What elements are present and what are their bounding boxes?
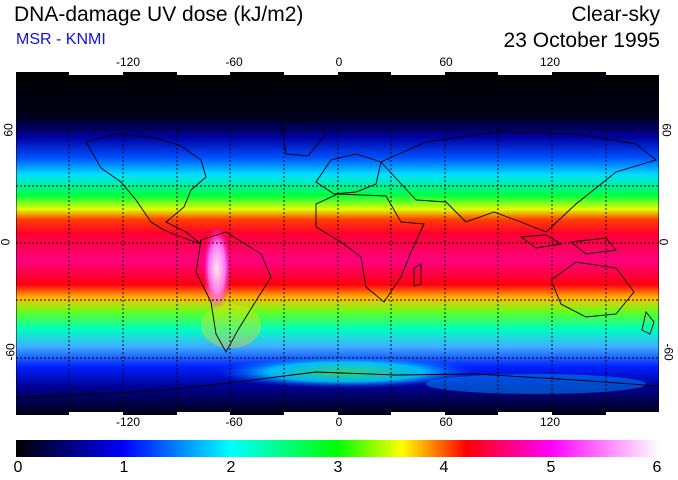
map-title: DNA-damage UV dose (kJ/m2) — [14, 3, 304, 26]
lon-tick-bottom: -60 — [225, 415, 243, 429]
lon-tick-top: 0 — [335, 55, 343, 69]
scale-label: 4 — [439, 459, 449, 476]
scale-label: 3 — [333, 459, 343, 476]
lon-tick-bottom: 0 — [335, 415, 343, 429]
scale-label: 1 — [119, 459, 129, 476]
lon-tick-top: -120 — [115, 55, 141, 69]
lat-tick-left: -60 — [3, 343, 18, 361]
lon-tick-bottom: 120 — [539, 415, 561, 429]
color-scale-bar — [16, 440, 659, 457]
frame-border — [16, 72, 659, 415]
lon-tick-bottom: -120 — [115, 415, 141, 429]
lon-tick-top: -60 — [225, 55, 243, 69]
scale-label: 5 — [546, 459, 556, 476]
lon-tick-top: 120 — [539, 55, 561, 69]
scale-label: 6 — [652, 459, 662, 476]
sky-condition-label: Clear-sky — [571, 3, 660, 26]
lon-tick-bottom: 60 — [439, 415, 453, 429]
date-label: 23 October 1995 — [503, 29, 660, 52]
lat-tick-right: 0 — [656, 238, 671, 246]
scale-label: 0 — [13, 459, 23, 476]
source-label: MSR - KNMI — [16, 31, 106, 48]
uv-dose-map — [16, 72, 659, 415]
lat-tick-left: 60 — [1, 123, 16, 137]
lat-tick-left: 0 — [0, 239, 12, 246]
map-canvas — [16, 72, 659, 415]
lat-tick-right: 60 — [659, 123, 674, 137]
lon-tick-top: 60 — [439, 55, 453, 69]
graticule — [16, 72, 659, 415]
scale-label: 2 — [226, 459, 236, 476]
lat-tick-right: -60 — [661, 343, 676, 361]
coastlines — [16, 117, 659, 399]
